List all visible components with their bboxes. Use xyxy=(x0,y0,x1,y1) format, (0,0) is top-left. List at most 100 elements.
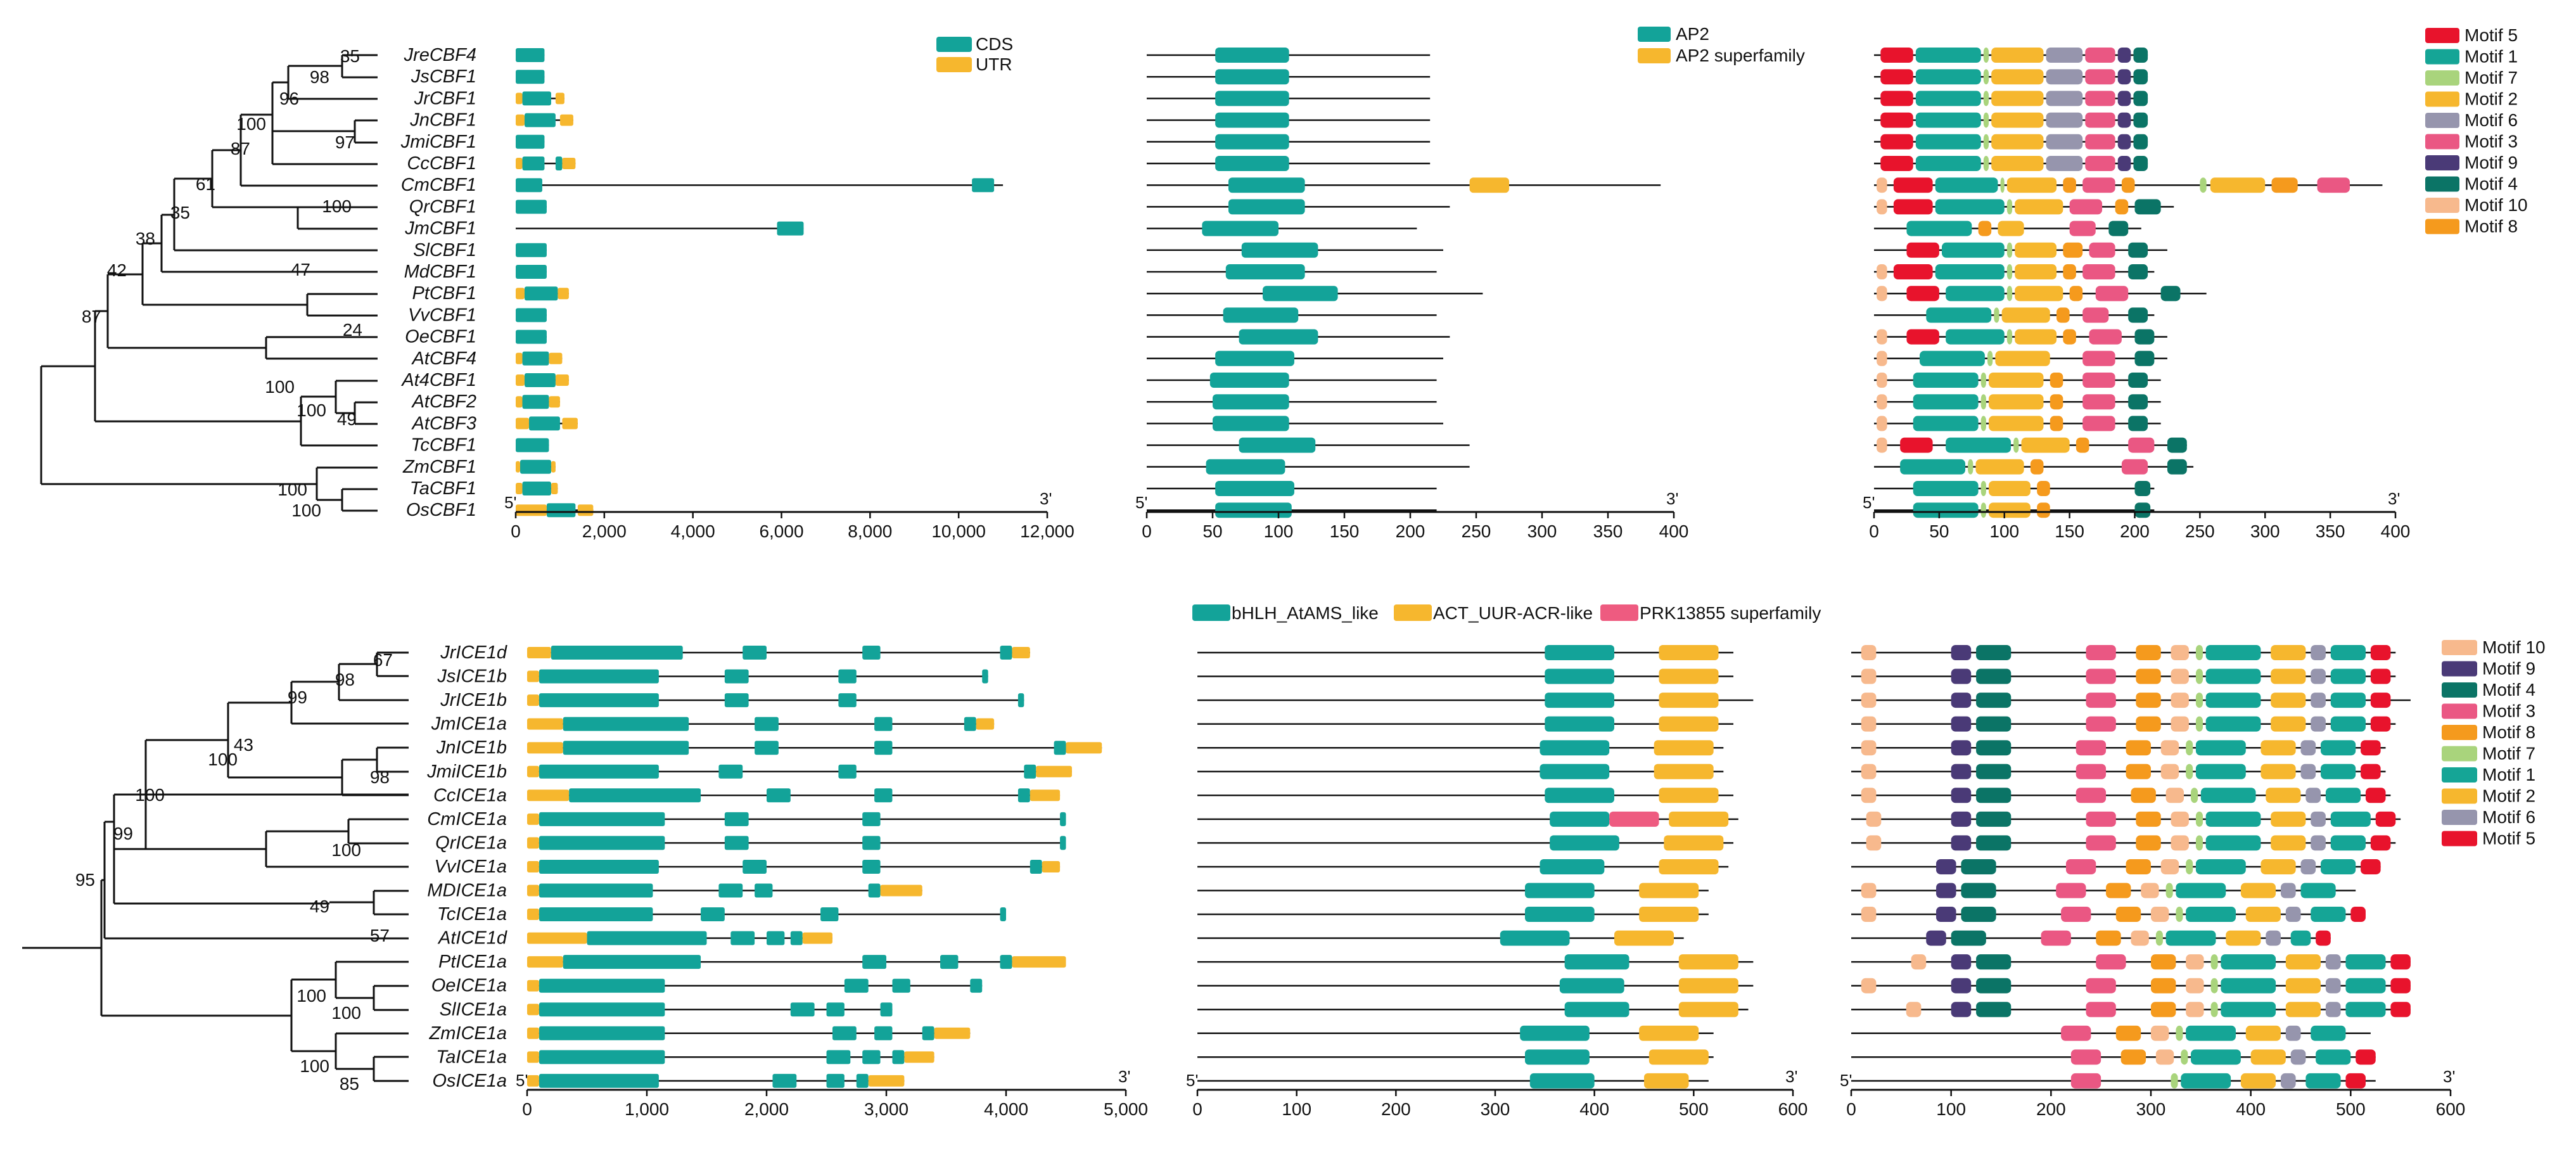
motif-block xyxy=(1893,177,1933,193)
bhlh-domain xyxy=(1500,930,1570,946)
cds-block xyxy=(555,157,563,170)
leaf-label: JnCBF1 xyxy=(409,110,476,131)
bootstrap-value: 100 xyxy=(296,986,326,1006)
motif-block xyxy=(2117,91,2131,106)
axis-3prime-label: 3' xyxy=(1040,489,1052,508)
bootstrap-value: 61 xyxy=(196,174,215,194)
motif-block xyxy=(1906,220,1972,236)
motif-block xyxy=(2121,177,2135,193)
leaf-label: OsCBF1 xyxy=(406,500,476,520)
bhlh-domain xyxy=(1559,978,1624,993)
motif-block xyxy=(1991,69,2044,85)
motif-block xyxy=(1976,668,2012,684)
motif-block xyxy=(1893,199,1933,215)
ap2-domain xyxy=(1215,91,1289,106)
motif-block xyxy=(2075,437,2089,453)
utr-block xyxy=(516,396,523,408)
motif-block xyxy=(1911,954,1927,970)
motif-block xyxy=(2390,1002,2411,1018)
leaf-label: OeCBF1 xyxy=(405,327,476,347)
leaf-label: CcCBF1 xyxy=(407,153,476,174)
ap2-domain xyxy=(1215,134,1289,150)
bhlh-domain xyxy=(1529,1073,1595,1089)
motif-block xyxy=(2171,1073,2178,1089)
motif-block xyxy=(2390,954,2411,970)
motif-block xyxy=(2191,788,2198,803)
cds-block xyxy=(820,907,839,922)
motif-block xyxy=(2361,740,2381,756)
motif-block xyxy=(1926,930,1946,946)
motif-block xyxy=(1915,91,1981,106)
bootstrap-value: 97 xyxy=(335,132,355,152)
motif-block xyxy=(2131,930,2149,946)
leaf-label: VvICE1a xyxy=(435,857,507,877)
cbf-conserved-domains xyxy=(1147,48,1661,518)
leaf-label: JrICE1b xyxy=(440,690,507,710)
leaf-label: AtCBF4 xyxy=(411,348,476,369)
motif-block xyxy=(2037,502,2050,518)
cds-block xyxy=(1054,741,1066,755)
motif-block xyxy=(2311,1025,2346,1041)
bootstrap-value: 67 xyxy=(373,650,393,670)
motif-block xyxy=(1987,350,1993,366)
legend-label: CDS xyxy=(976,34,1013,54)
motif-block xyxy=(2136,835,2161,851)
motif-block xyxy=(2063,329,2076,345)
motif-block xyxy=(2325,1002,2341,1018)
cds-block xyxy=(874,717,893,731)
cds-block xyxy=(1024,764,1036,779)
motif-block xyxy=(1935,199,2005,215)
motif-block xyxy=(1998,220,2024,236)
motif-block xyxy=(2151,1025,2169,1041)
bootstrap-value: 98 xyxy=(335,670,355,689)
motif-block xyxy=(2037,481,2050,496)
motif-block xyxy=(2046,112,2083,128)
motif-block xyxy=(1951,930,1986,946)
motif-block xyxy=(2155,1049,2174,1065)
motif-block xyxy=(2128,394,2148,410)
motif-block xyxy=(2006,286,2013,302)
leaf-label: QrCBF1 xyxy=(409,196,476,217)
motif-block xyxy=(2350,907,2366,923)
utr-block xyxy=(527,860,539,872)
bootstrap-value: 35 xyxy=(170,203,190,222)
motif-block xyxy=(2330,645,2366,660)
motif-block xyxy=(2082,373,2115,388)
leaf-label: TcICE1a xyxy=(437,904,507,924)
motif-block xyxy=(1951,740,1972,756)
motif-block xyxy=(2086,668,2116,684)
axis-tick-label: 200 xyxy=(1396,521,1425,541)
bootstrap-value: 87 xyxy=(231,139,250,158)
cds-block xyxy=(539,1073,659,1088)
motif-block xyxy=(2305,1073,2341,1089)
motif-block xyxy=(2186,763,2193,779)
utr-block xyxy=(527,742,563,754)
motif-block xyxy=(2200,788,2256,803)
motif-block xyxy=(2151,978,2176,993)
bhlh-domain xyxy=(1545,693,1614,708)
cds-block xyxy=(892,1050,905,1064)
act-domain xyxy=(1659,693,1719,708)
ap2-domain xyxy=(1209,373,1289,388)
motif-block xyxy=(2061,1025,2091,1041)
legend-swatch xyxy=(2425,155,2459,170)
cds-block xyxy=(539,1002,665,1017)
motif-block xyxy=(2070,1073,2101,1089)
motif-block xyxy=(1976,716,2012,732)
bhlh-domain xyxy=(1540,763,1610,779)
motif-block xyxy=(2245,1025,2281,1041)
motif-block xyxy=(2117,134,2131,150)
bootstrap-value: 100 xyxy=(291,501,321,520)
utr-block xyxy=(516,461,520,473)
axis-5prime-label: 5' xyxy=(1135,493,1147,512)
motif-block xyxy=(1951,978,1972,993)
motif-block xyxy=(2160,763,2179,779)
motif-block xyxy=(2061,907,2091,923)
ap2-domain xyxy=(1213,416,1289,431)
cds-block xyxy=(790,1002,815,1017)
motif-block xyxy=(1983,48,1989,63)
legend-swatch xyxy=(2442,682,2477,698)
motif-block xyxy=(2106,883,2131,898)
